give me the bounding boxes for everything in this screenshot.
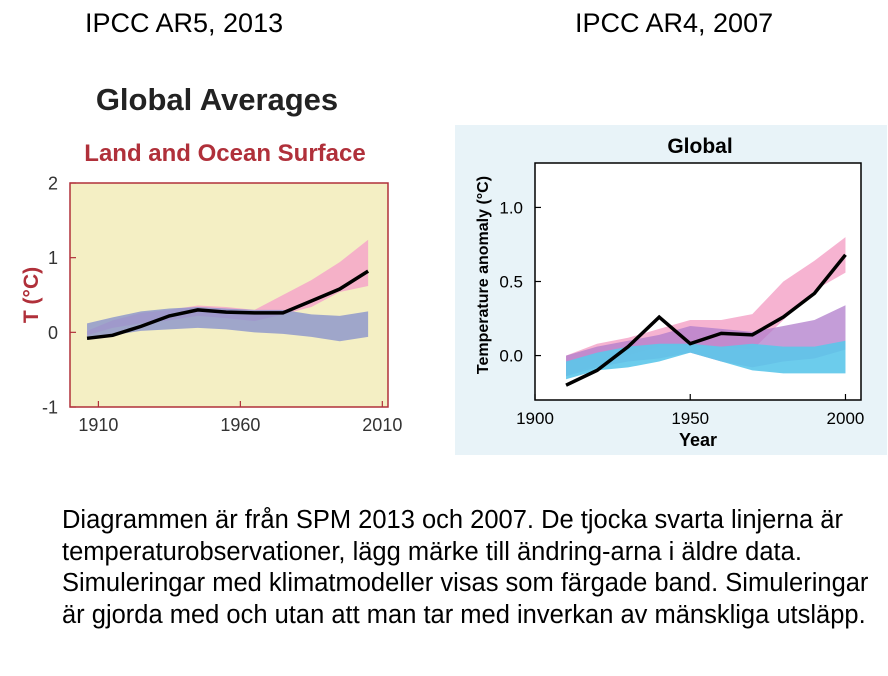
y-axis-label: Temperature anomaly (°C) — [475, 176, 492, 374]
y-tick-label: -1 — [42, 397, 58, 417]
heading-ipcc-ar5: IPCC AR5, 2013 — [85, 8, 284, 38]
x-tick-label: 1900 — [516, 409, 554, 428]
y-axis: 0.0 0.5 1.0 — [499, 199, 541, 366]
series-group — [86, 239, 370, 342]
y-tick-label: 1.0 — [499, 199, 523, 218]
y-axis-label: T (°C) — [20, 267, 43, 323]
chart-subtitle: Land and Ocean Surface — [84, 140, 365, 167]
heading-ipcc-ar4: IPCC AR4, 2007 — [575, 8, 774, 38]
chart-ar5-global-averages: Global Averages Land and Ocean Surface -… — [20, 82, 402, 435]
x-axis: 1900 1950 2000 — [516, 394, 864, 428]
plot-area — [69, 182, 389, 408]
y-tick-label: 0 — [48, 323, 58, 343]
observation-line — [86, 269, 370, 341]
series-band-2 — [87, 306, 369, 342]
y-tick-label: 2 — [48, 173, 58, 193]
chart-title: Global — [667, 135, 732, 158]
y-tick-label: 0.0 — [499, 347, 523, 366]
y-tick-label: 0.5 — [499, 273, 523, 292]
x-tick-label: 1960 — [220, 415, 260, 435]
y-axis: -1 0 1 2 — [42, 173, 76, 417]
observation-line — [565, 253, 847, 387]
caption-text: Diagrammen är från SPM 2013 och 2007. De… — [62, 506, 869, 629]
chart-title: Global Averages — [96, 82, 338, 117]
series-group — [565, 237, 847, 387]
x-tick-label: 1910 — [78, 415, 118, 435]
x-tick-label: 2000 — [827, 409, 865, 428]
chart-ar4-global: Global 0.0 0.5 1.0 1900 1950 2000 Year Tempe… — [455, 125, 887, 455]
y-tick-label: 1 — [48, 248, 58, 268]
series-band-3 — [566, 340, 846, 380]
x-axis-label: Year — [679, 430, 717, 450]
x-tick-label: 2010 — [362, 415, 402, 435]
x-axis: 1910 1960 2010 — [78, 401, 402, 435]
x-tick-label: 1950 — [671, 409, 709, 428]
